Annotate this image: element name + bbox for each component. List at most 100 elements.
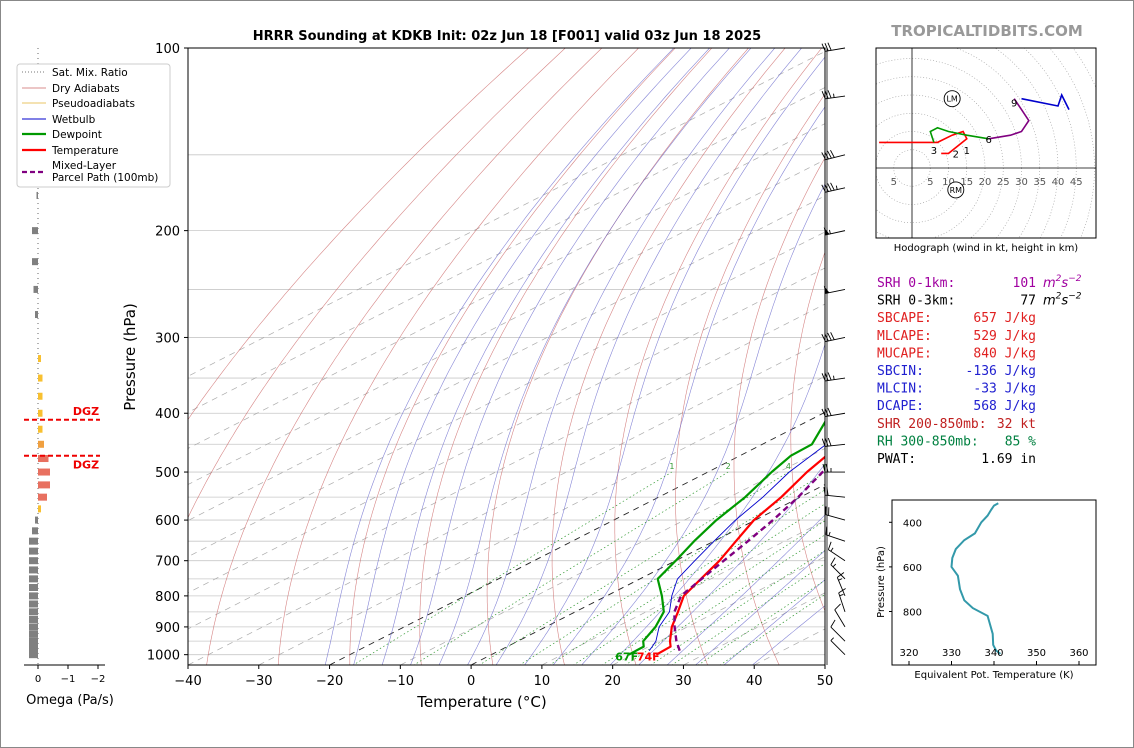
omega-bar bbox=[35, 516, 38, 524]
omega-bar bbox=[36, 191, 38, 199]
mixing-ratio-line bbox=[478, 471, 789, 665]
y-tick-label: 600 bbox=[155, 514, 180, 529]
legend-label: Sat. Mix. Ratio bbox=[52, 67, 128, 79]
barb-half bbox=[839, 594, 844, 597]
dry-adiabat bbox=[206, 48, 603, 665]
surface-temperature-label: 74F bbox=[637, 651, 660, 664]
barb-full bbox=[821, 333, 826, 342]
wind-barb bbox=[823, 285, 846, 294]
barb-staff bbox=[836, 577, 846, 597]
mixing-ratio-label: 16 bbox=[917, 462, 927, 471]
moist-adiabat bbox=[609, 343, 825, 665]
moist-adiabat bbox=[581, 183, 825, 665]
watermark-text: TROPICALTIDBITS.COM bbox=[891, 22, 1083, 40]
omega-xlabel: Omega (Pa/s) bbox=[26, 693, 114, 708]
barb-full bbox=[821, 43, 826, 52]
omega-bar bbox=[29, 644, 38, 652]
theta-e-xlabel: Equivalent Pot. Temperature (K) bbox=[914, 670, 1073, 681]
barb-full bbox=[824, 183, 829, 192]
hodo-ring-label: 15 bbox=[960, 177, 973, 188]
y-tick-label: 800 bbox=[155, 590, 180, 605]
omega-bar bbox=[29, 537, 38, 545]
dgz-label: DGZ bbox=[73, 405, 99, 418]
barb-full bbox=[838, 588, 846, 594]
wind-barb bbox=[822, 463, 845, 473]
legend-label: Dewpoint bbox=[52, 129, 102, 141]
wind-barb bbox=[821, 407, 846, 417]
omega-bar bbox=[29, 584, 38, 592]
moist-adiabat bbox=[638, 463, 825, 665]
isotherm-line bbox=[188, 267, 825, 594]
mixing-ratio-line bbox=[671, 563, 825, 665]
barb-full bbox=[823, 486, 826, 496]
omega-bar bbox=[29, 637, 38, 645]
hodo-segment bbox=[879, 130, 968, 155]
parameter-list: SRH 0-1km: 101 m2s−2 SRH 0-3km: 77 m2s−2 SBCAP… bbox=[877, 274, 1082, 467]
omega-bar bbox=[38, 481, 50, 489]
chart-title: HRRR Sounding at KDKB Init: 02z Jun 18 [… bbox=[253, 29, 761, 44]
mixing-ratio-label: 6 bbox=[823, 462, 828, 471]
omega-bar bbox=[29, 600, 38, 608]
hodo-height-label: 2 bbox=[953, 149, 959, 160]
legend-label: Temperature bbox=[51, 145, 119, 157]
moist-adiabat bbox=[438, 48, 752, 665]
barb-full bbox=[834, 603, 841, 611]
param-unit: m2s−2 bbox=[1043, 292, 1082, 309]
hodo-height-label: 6 bbox=[985, 135, 991, 146]
param-label: SHR 200-850mb: bbox=[877, 417, 987, 432]
hodo-ring-label: 25 bbox=[997, 177, 1010, 188]
moist-adiabat bbox=[666, 514, 825, 665]
barb-half bbox=[830, 637, 835, 641]
barb-full bbox=[824, 151, 829, 160]
x-tick-label: 10 bbox=[534, 674, 551, 689]
mixing-ratio-line bbox=[549, 489, 825, 665]
omega-bar bbox=[38, 392, 43, 400]
omega-bar bbox=[32, 258, 38, 266]
mixing-ratio-label: 8 bbox=[851, 462, 856, 471]
theta-e-xtick-label: 320 bbox=[899, 648, 918, 659]
omega-bar bbox=[38, 425, 43, 433]
param-label: RH 300-850mb: bbox=[877, 434, 979, 449]
hodograph-panel: 5 5 10 15 20 25 30 35 40 45 12 3 6 9 LM RM bbox=[875, 47, 1097, 239]
legend-label: Wetbulb bbox=[52, 114, 96, 126]
param-value: 568 J/kg bbox=[973, 399, 1036, 414]
x-tick-label: 20 bbox=[604, 674, 621, 689]
barb-full bbox=[824, 333, 829, 342]
mixing-ratio-line bbox=[572, 503, 825, 665]
barb-full bbox=[822, 463, 826, 473]
omega-bar bbox=[29, 566, 38, 574]
omega-tick-label: −1 bbox=[61, 674, 76, 685]
barb-staff bbox=[825, 494, 846, 498]
barb-flag bbox=[823, 285, 830, 294]
barb-half bbox=[835, 185, 838, 190]
param-unit: m2s−2 bbox=[1043, 274, 1082, 291]
barb-full bbox=[824, 372, 829, 381]
barb-full bbox=[830, 332, 835, 340]
profile-dewpoint bbox=[628, 419, 825, 656]
param-label: MLCAPE: bbox=[877, 329, 932, 344]
barb-staff bbox=[830, 626, 846, 642]
y-tick-label: 300 bbox=[155, 331, 180, 346]
mixing-ratio-label: 1 bbox=[669, 462, 674, 471]
barb-half bbox=[833, 375, 835, 380]
param-value: 840 J/kg bbox=[973, 346, 1036, 361]
barb-full bbox=[830, 557, 836, 565]
param-value: 77 bbox=[1020, 294, 1036, 309]
surface-dewpoint-label: 67F bbox=[615, 651, 638, 664]
legend-label: Pseudoadiabats bbox=[52, 98, 135, 110]
wind-barb bbox=[825, 506, 846, 521]
dry-adiabat bbox=[551, 48, 786, 665]
wind-barb bbox=[823, 227, 846, 236]
omega-bar bbox=[38, 440, 44, 448]
moist-adiabat bbox=[467, 48, 776, 665]
barb-full bbox=[827, 407, 832, 416]
barb-full bbox=[827, 372, 832, 381]
omega-panel: DGZ DGZ 0 −1 −2 bbox=[24, 48, 105, 685]
param-value: 529 J/kg bbox=[973, 329, 1036, 344]
moist-adiabat bbox=[353, 48, 692, 665]
y-tick-label: 200 bbox=[155, 225, 180, 240]
y-tick-label: 1000 bbox=[147, 649, 180, 664]
barb-staff bbox=[834, 609, 846, 628]
barb-full bbox=[827, 150, 832, 159]
barb-full bbox=[824, 408, 829, 417]
